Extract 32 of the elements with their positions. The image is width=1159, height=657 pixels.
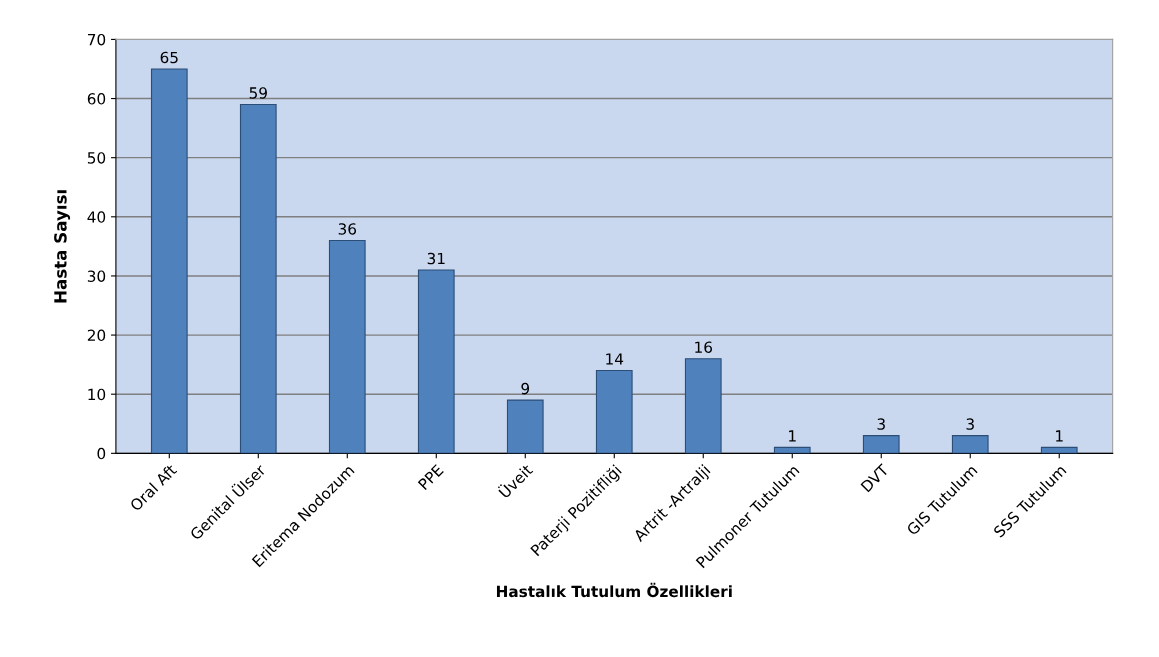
- y-tick-label: 20: [87, 329, 106, 342]
- data-label: 1: [1056, 430, 1063, 442]
- data-label: 59: [249, 87, 267, 99]
- data-label: 16: [695, 341, 713, 353]
- bar: [862, 435, 900, 454]
- data-label: 36: [338, 223, 357, 235]
- bar: [150, 68, 188, 454]
- bar: [684, 358, 722, 454]
- data-label: 14: [606, 353, 624, 365]
- y-tick-label: 70: [87, 33, 106, 46]
- x-axis-title: Hastalık Tutulum Özellikleri: [496, 582, 732, 598]
- y-tick-label: 0: [97, 447, 106, 460]
- data-label: 65: [160, 51, 178, 64]
- y-tick-label: 60: [87, 93, 106, 105]
- data-label: 1: [789, 430, 796, 442]
- y-tick-label: 30: [87, 270, 106, 282]
- y-tick-label: 40: [87, 211, 106, 223]
- bar: [506, 399, 544, 454]
- data-label: 9: [521, 382, 530, 395]
- bar: [951, 435, 989, 454]
- data-label: 31: [427, 252, 445, 265]
- bar: [239, 103, 277, 454]
- data-label: 3: [877, 418, 885, 430]
- y-tick-label: 10: [88, 388, 106, 401]
- bar: [773, 446, 811, 454]
- bar: [417, 269, 455, 454]
- data-label: 3: [966, 418, 974, 430]
- bar: [328, 239, 366, 454]
- bar: [1040, 446, 1078, 454]
- y-tick-label: 50: [87, 152, 106, 164]
- bar: [595, 369, 633, 454]
- y-axis-title: Hasta Sayısı: [54, 190, 71, 303]
